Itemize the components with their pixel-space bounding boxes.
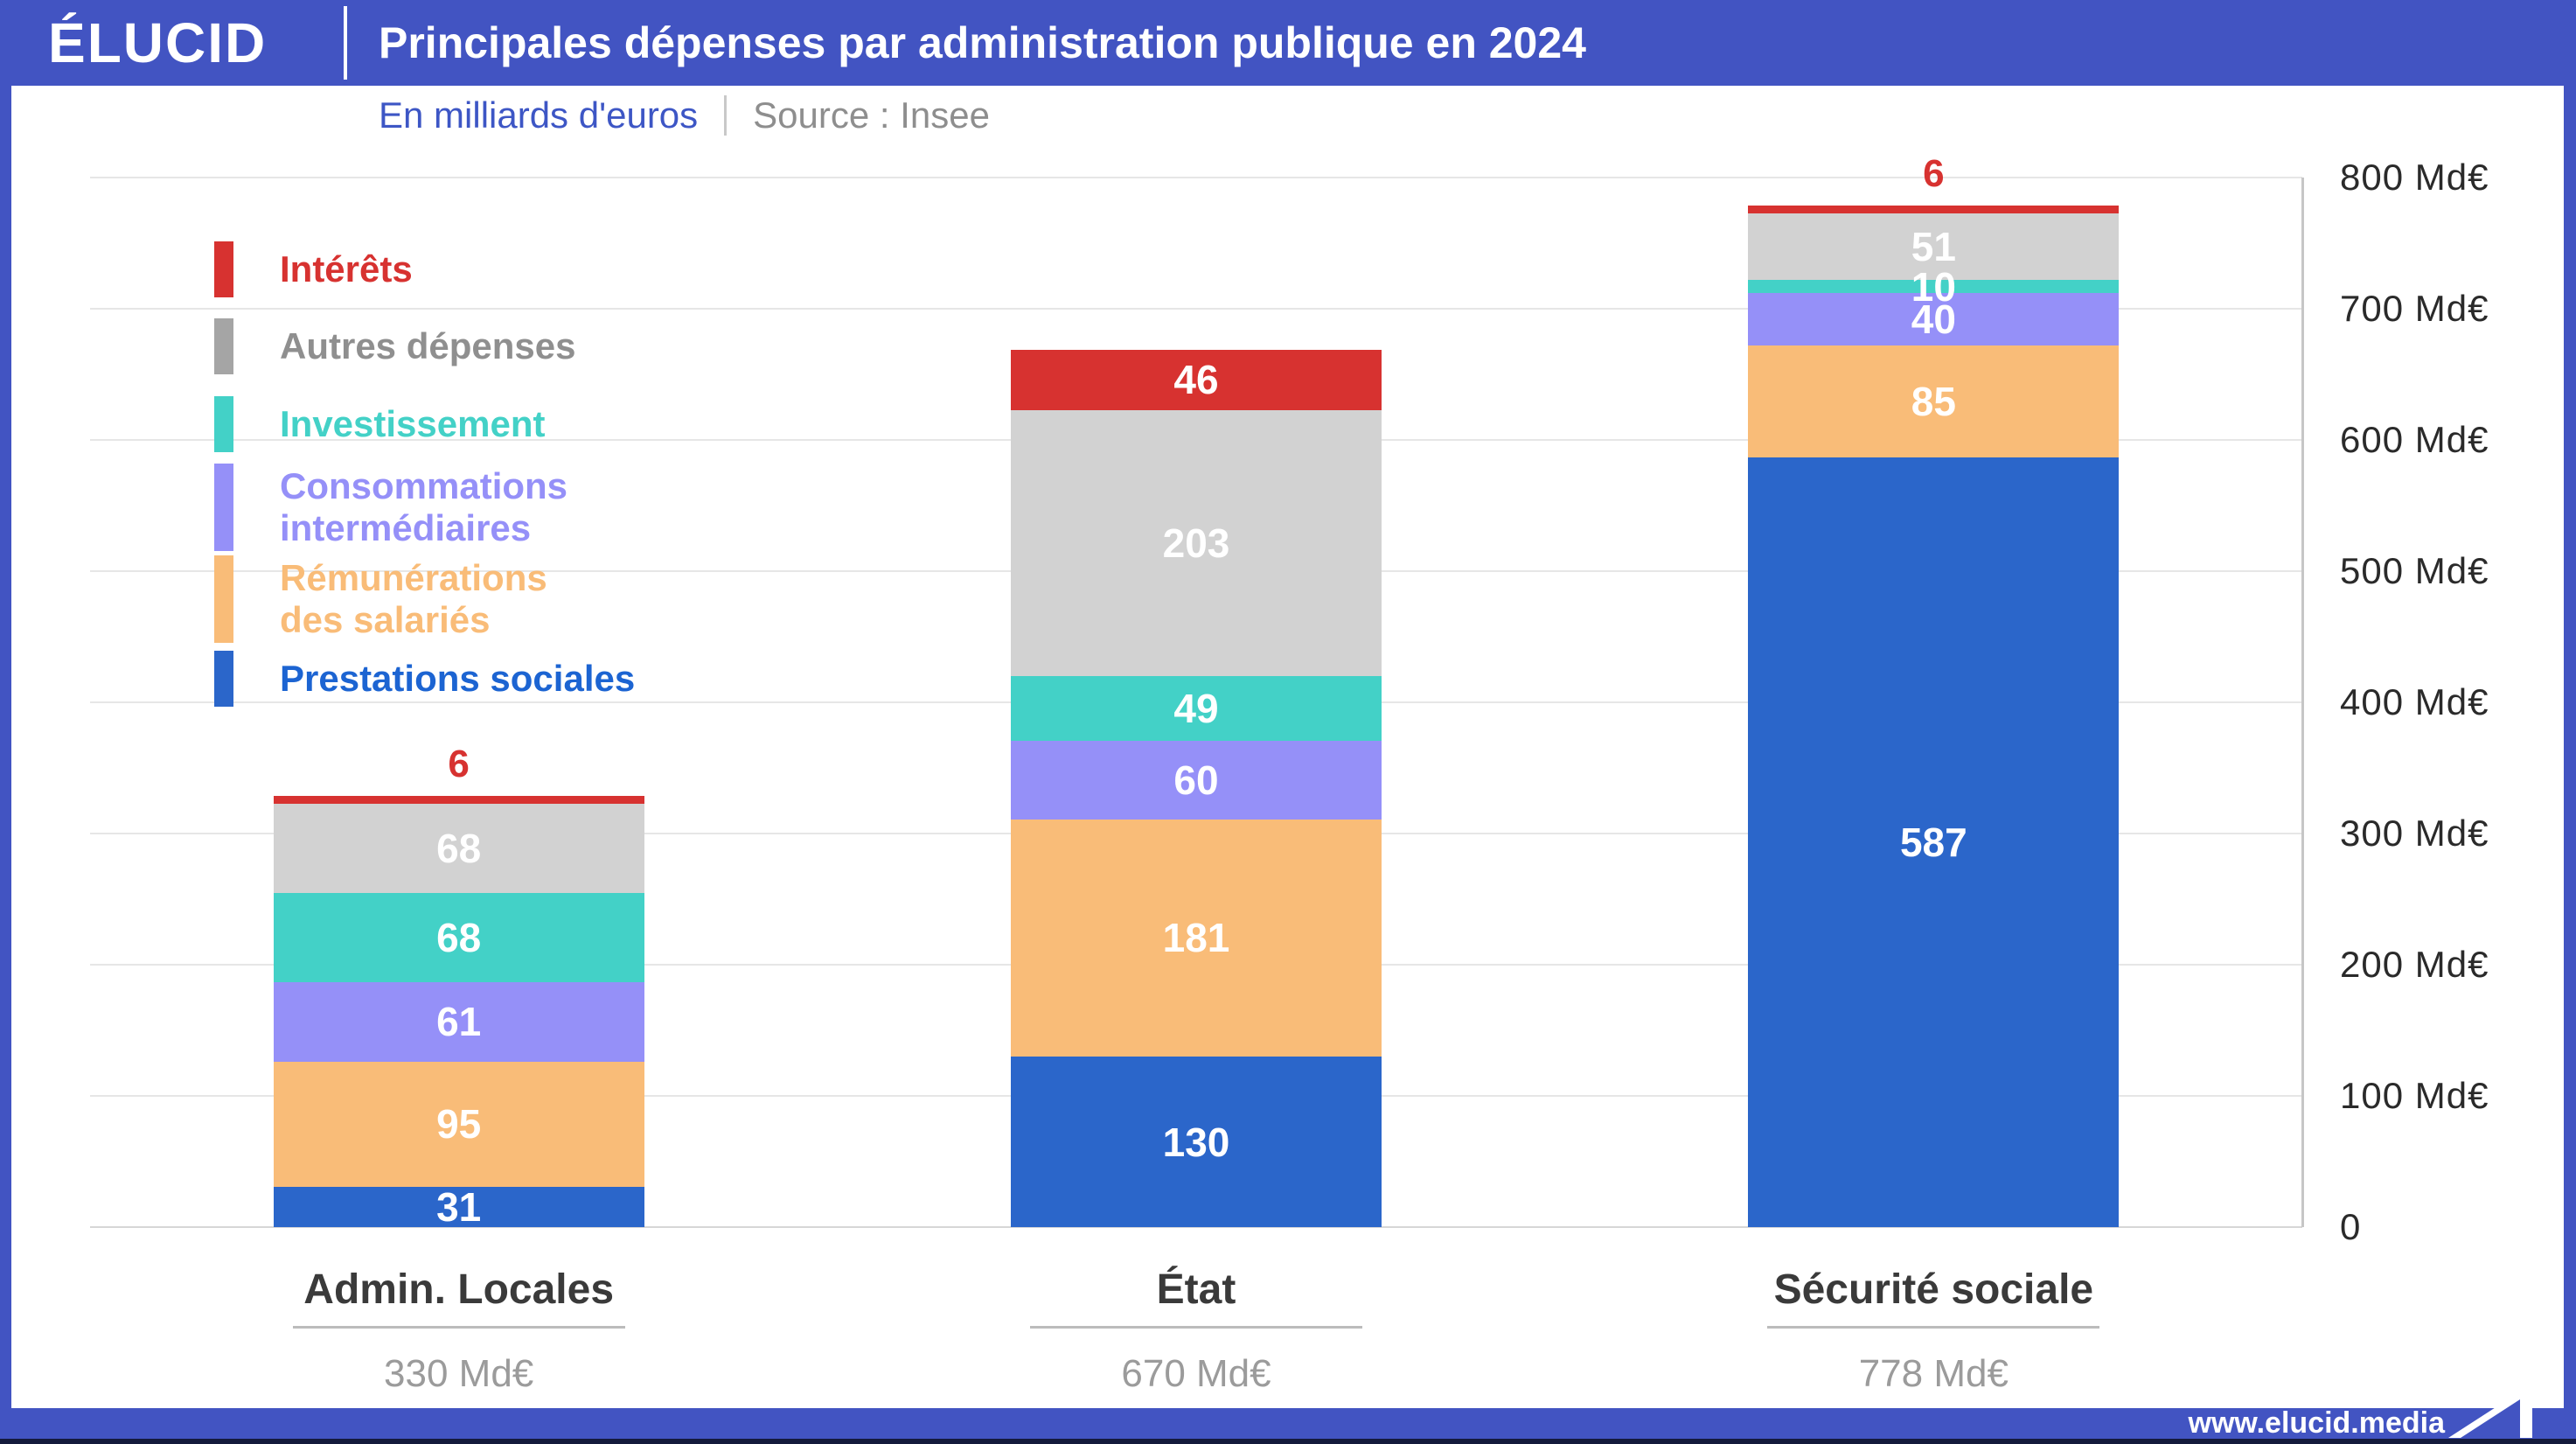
bar-segment-value-label: 51 bbox=[1911, 223, 1956, 269]
logo-separator bbox=[344, 6, 347, 80]
bar-top-value-label: 6 bbox=[448, 742, 470, 785]
axis-tick-label: 0 bbox=[2340, 1206, 2362, 1247]
bar-segment-value-label: 49 bbox=[1173, 685, 1219, 731]
legend-label-remunerations: Rémunérations des salariés bbox=[280, 556, 547, 640]
category-underline bbox=[1030, 1326, 1362, 1329]
bar-segment-remunerations: 95 bbox=[273, 1062, 644, 1187]
unit-label: En milliards d'euros bbox=[379, 94, 699, 136]
legend-swatch-prestations bbox=[214, 651, 233, 707]
source-label: Source : Insee bbox=[753, 94, 990, 136]
site-url: www.elucid.media bbox=[2188, 1406, 2445, 1440]
bar-segment-consommations: 60 bbox=[1011, 740, 1382, 820]
header-bar: ÉLUCID Principales dépenses par administ… bbox=[0, 0, 2576, 86]
legend-row-investissement: Investissement bbox=[214, 396, 545, 452]
footer-bar bbox=[0, 1408, 2576, 1439]
category-total-label: 330 Md€ bbox=[384, 1352, 534, 1395]
bar-segment-interets bbox=[1748, 205, 2120, 213]
axis-tick-label: 600 Md€ bbox=[2340, 419, 2489, 460]
legend-swatch-interets bbox=[214, 241, 233, 297]
bar-segment-value-label: 68 bbox=[436, 825, 482, 871]
category-underline bbox=[292, 1326, 625, 1329]
legend-row-consommations: Consommations intermédiaires bbox=[214, 464, 567, 551]
bar-segment-prestations: 130 bbox=[1011, 1057, 1382, 1227]
bar-segment-investissement: 49 bbox=[1011, 676, 1382, 741]
bar-segment-consommations: 61 bbox=[273, 981, 644, 1062]
category-label: Sécurité sociale bbox=[1773, 1266, 2094, 1313]
bar-segment-value-label: 130 bbox=[1162, 1119, 1230, 1165]
axis-tick-label: 500 Md€ bbox=[2340, 550, 2489, 591]
axis-tick-label: 200 Md€ bbox=[2340, 944, 2489, 985]
bar-top-value-label: 6 bbox=[1923, 151, 1945, 195]
legend-row-remunerations: Rémunérations des salariés bbox=[214, 555, 547, 643]
legend-row-autres: Autres dépenses bbox=[214, 318, 575, 374]
bar-segment-value-label: 46 bbox=[1173, 357, 1219, 402]
right-frame-border bbox=[2564, 86, 2576, 1444]
bar-segment-value-label: 85 bbox=[1911, 378, 1956, 424]
bar-segment-investissement: 68 bbox=[273, 892, 644, 982]
bar-segment-value-label: 40 bbox=[1911, 296, 1956, 342]
bar-segment-investissement: 10 bbox=[1748, 265, 2120, 309]
legend-label-investissement: Investissement bbox=[280, 402, 546, 444]
category-total-label: 670 Md€ bbox=[1121, 1352, 1271, 1395]
legend-row-prestations: Prestations sociales bbox=[214, 651, 635, 707]
axis-tick-label: 800 Md€ bbox=[2340, 157, 2489, 198]
bar-segment-value-label: 60 bbox=[1173, 757, 1219, 803]
bar-segment-prestations: 31 bbox=[273, 1183, 644, 1230]
bar-segment-value-label: 61 bbox=[436, 999, 482, 1045]
legend-row-interets: Intérêts bbox=[214, 241, 413, 297]
legend-swatch-autres bbox=[214, 318, 233, 374]
legend-swatch-consommations bbox=[214, 464, 233, 551]
bar-segment-prestations: 587 bbox=[1748, 457, 2120, 1227]
gridline bbox=[90, 177, 2302, 178]
left-frame-border bbox=[0, 86, 11, 1444]
bar-segment-interets: 46 bbox=[1011, 349, 1382, 410]
bar-segment-value-label: 587 bbox=[1899, 819, 1967, 865]
legend-swatch-remunerations bbox=[214, 555, 233, 643]
y-axis-line bbox=[2301, 178, 2304, 1227]
bottom-edge-line bbox=[0, 1439, 2576, 1444]
bar-segment-autres: 68 bbox=[273, 803, 644, 893]
axis-tick-label: 700 Md€ bbox=[2340, 288, 2489, 329]
bar-segment-remunerations: 85 bbox=[1748, 345, 2120, 457]
axis-tick-label: 100 Md€ bbox=[2340, 1075, 2489, 1116]
axis-tick-label: 300 Md€ bbox=[2340, 813, 2489, 854]
subtitle-separator bbox=[724, 95, 728, 136]
gridline bbox=[90, 308, 2302, 310]
category-label: Admin. Locales bbox=[303, 1266, 615, 1313]
bar-segment-value-label: 203 bbox=[1162, 520, 1230, 566]
x-axis-baseline bbox=[90, 1226, 2302, 1228]
legend-label-prestations: Prestations sociales bbox=[280, 657, 636, 699]
category-underline bbox=[1767, 1326, 2100, 1329]
subtitle-row: En milliards d'euros Source : Insee bbox=[379, 91, 990, 140]
bar-segment-consommations: 40 bbox=[1748, 293, 2120, 345]
elucid-flag-icon-inner bbox=[2461, 1399, 2520, 1438]
legend-label-autres: Autres dépenses bbox=[280, 324, 576, 366]
bar-segment-value-label: 181 bbox=[1162, 915, 1230, 961]
bar-segment-value-label: 68 bbox=[436, 914, 482, 960]
page-title: Principales dépenses par administration … bbox=[379, 18, 1586, 67]
bar-segment-value-label: 10 bbox=[1911, 263, 1956, 310]
category-total-label: 778 Md€ bbox=[1858, 1352, 2009, 1395]
bar-segment-interets bbox=[273, 795, 644, 804]
legend-label-consommations: Consommations intermédiaires bbox=[280, 464, 568, 548]
legend-swatch-investissement bbox=[214, 396, 233, 452]
bar: 51 10 40 85 587 bbox=[1748, 205, 2120, 1227]
bar: 68 68 61 95 31 bbox=[273, 795, 644, 1230]
category-label: État bbox=[1156, 1266, 1236, 1313]
bar-segment-remunerations: 181 bbox=[1011, 819, 1382, 1057]
bar-segment-value-label: 95 bbox=[436, 1101, 482, 1148]
bar-segment-autres: 203 bbox=[1011, 409, 1382, 676]
bar-segment-value-label: 31 bbox=[436, 1183, 482, 1230]
bar-segment-autres: 51 bbox=[1748, 213, 2120, 280]
elucid-logo: ÉLUCID bbox=[48, 11, 268, 74]
axis-tick-label: 400 Md€ bbox=[2340, 681, 2489, 722]
legend-label-interets: Intérêts bbox=[280, 248, 413, 289]
bar: 46 203 49 60 181 130 bbox=[1011, 349, 1382, 1227]
